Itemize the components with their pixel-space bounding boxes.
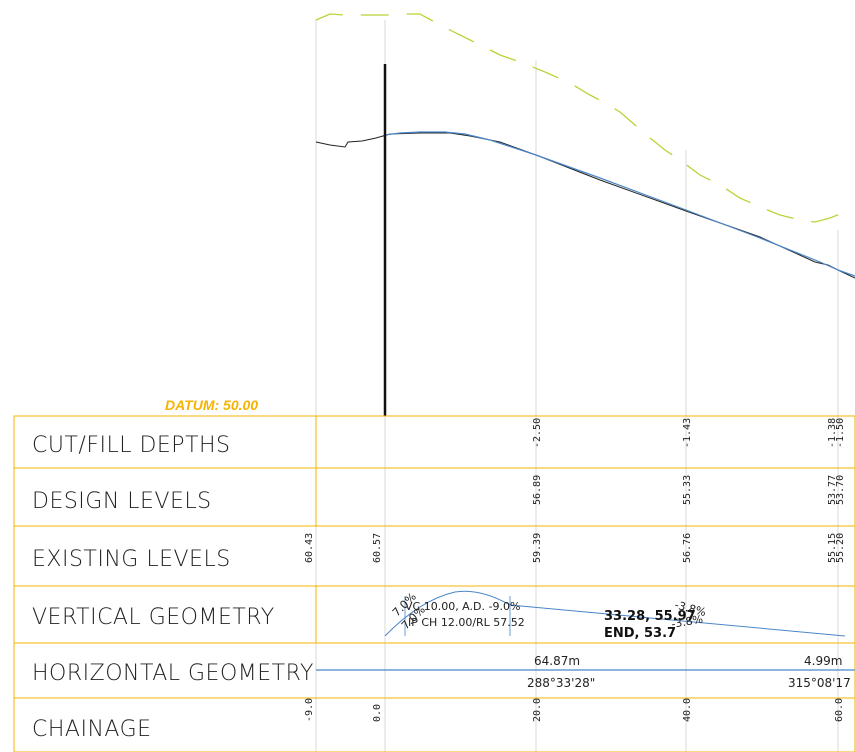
- chainage-value: 40.0: [682, 698, 693, 722]
- row-label-chainage: CHAINAGE: [32, 717, 152, 742]
- hgeo-seg1-length: 64.87m: [534, 654, 580, 668]
- existing-level-value: 55.15: [827, 533, 838, 563]
- cutfill-value: -1.50: [835, 418, 846, 448]
- hgeo-seg1-bearing: 288°33'28": [527, 676, 595, 690]
- hgeo-seg2-length: 4.99m: [804, 654, 842, 668]
- design-level-value: 55.33: [682, 475, 693, 505]
- cutfill-value: -1.38: [827, 418, 838, 448]
- existing-level-value: 60.57: [372, 533, 383, 563]
- chainage-value: -9.0: [304, 698, 315, 722]
- design-level-value: 53.77: [827, 475, 838, 505]
- vc-end-coords: 33.28, 55.97: [604, 609, 696, 624]
- datum-label: DATUM: 50.00: [165, 397, 258, 413]
- vertical-curve: [384, 590, 511, 637]
- offset-dashed-line: [315, 13, 855, 223]
- row-label-cutfill: CUT/FILL DEPTHS: [32, 433, 231, 458]
- row-label-vertical: VERTICAL GEOMETRY: [32, 605, 275, 630]
- chainage-value: 20.0: [532, 698, 543, 722]
- data-table-grid: [13, 415, 855, 752]
- row-label-existing: EXISTING LEVELS: [32, 547, 231, 572]
- design-level-value: 53.70: [835, 475, 846, 505]
- design-line: [384, 131, 855, 277]
- chainage-value: 0.0: [372, 704, 383, 722]
- ip-info-text: IP CH 12.00/RL 57.52: [408, 616, 525, 629]
- existing-level-value: 60.43: [304, 533, 315, 563]
- vc-end-label: END, 53.7: [604, 626, 676, 641]
- design-level-value: 56.89: [532, 475, 543, 505]
- row-label-horizontal: HORIZONTAL GEOMETRY: [32, 661, 314, 686]
- chainage-value: 60.0: [834, 698, 845, 722]
- vc-info-text: VC 10.00, A.D. -9.0%: [405, 600, 520, 613]
- grade-out-label-b: -3.8%: [670, 613, 704, 631]
- existing-level-value: 55.20: [835, 533, 846, 563]
- hgeo-seg2-bearing: 315°08'17: [788, 676, 851, 690]
- existing-level-value: 56.76: [682, 533, 693, 563]
- existing-level-value: 59.39: [532, 533, 543, 563]
- cutfill-value: -2.50: [532, 418, 543, 448]
- vertical-grade-line: [509, 604, 846, 637]
- row-label-design: DESIGN LEVELS: [32, 489, 212, 514]
- cutfill-value: -1.43: [682, 418, 693, 448]
- chainage-lines: [315, 20, 839, 752]
- existing-ground-line: [315, 132, 855, 279]
